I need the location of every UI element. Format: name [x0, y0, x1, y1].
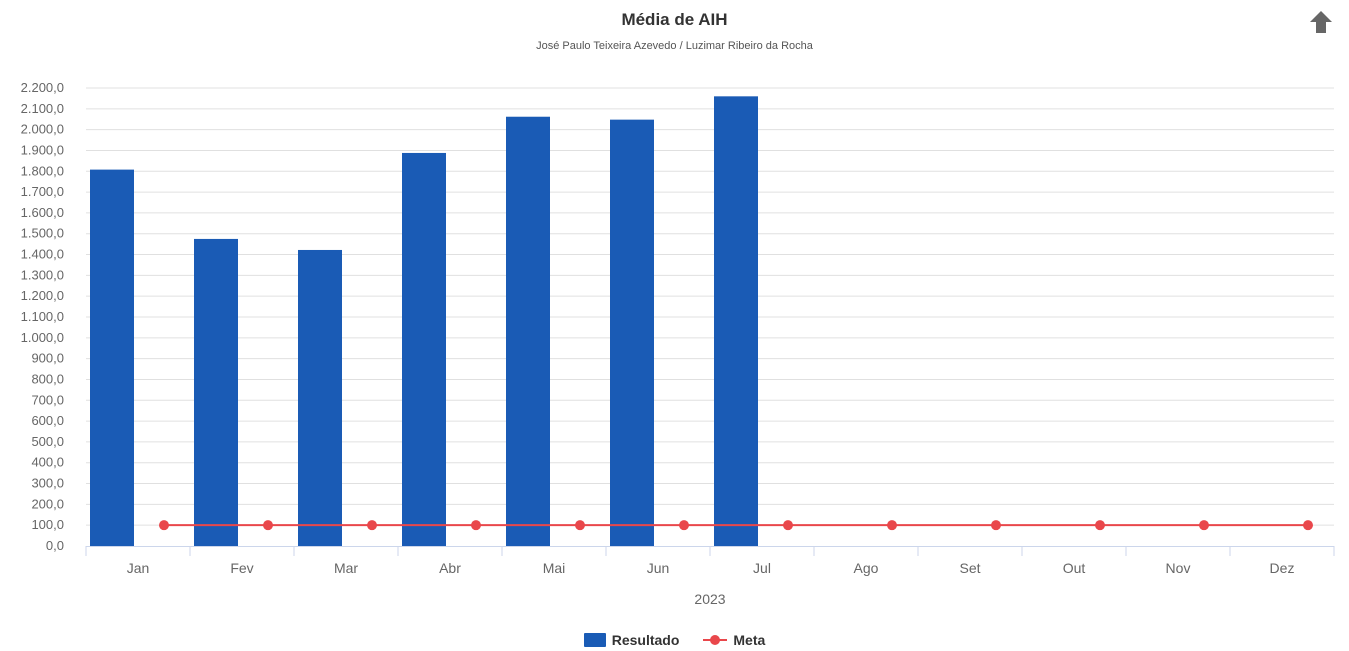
point-meta	[991, 520, 1001, 531]
y-tick-label: 400,0	[31, 455, 64, 470]
chart-area: 0,0 100,0 200,0 300,0 400,0 500,0 600,0 700,0 80…	[21, 80, 1335, 607]
chart-subtitle: José Paulo Teixeira Azevedo / Luzimar Ri…	[536, 40, 813, 52]
y-tick-label: 700,0	[31, 392, 64, 407]
bar-resultado	[402, 152, 446, 546]
y-tick-label: 1.400,0	[21, 247, 64, 262]
y-tick-label: 500,0	[31, 434, 64, 449]
y-tick-label: 1.900,0	[21, 142, 64, 157]
x-tick-label: Out	[1063, 560, 1086, 576]
y-tick-label: 200,0	[31, 496, 64, 511]
y-tick-label: 1.700,0	[21, 184, 64, 199]
y-tick-label: 1.200,0	[21, 288, 64, 303]
bar-resultado	[714, 96, 758, 546]
y-tick-label: 2.200,0	[21, 80, 64, 95]
legend-label-resultado: Resultado	[611, 632, 680, 648]
y-tick-label: 1.600,0	[21, 205, 64, 220]
y-tick-label: 1.800,0	[21, 163, 64, 178]
legend: Resultado Meta	[0, 632, 1349, 648]
point-meta	[1095, 520, 1105, 531]
y-tick-label: 1.000,0	[21, 330, 64, 345]
point-meta	[471, 520, 481, 531]
x-tick-label: Ago	[854, 560, 879, 576]
x-tick-label: Mai	[543, 560, 566, 576]
chart-title: Média de AIH	[621, 10, 728, 29]
legend-swatch-meta	[703, 633, 728, 647]
up-arrow-icon[interactable]	[1307, 8, 1335, 36]
y-tick-label: 0,0	[46, 538, 64, 553]
point-meta	[679, 520, 689, 531]
legend-item-meta[interactable]: Meta	[703, 632, 765, 648]
x-axis-title: 2023	[694, 591, 725, 607]
bar-resultado	[90, 169, 134, 546]
x-tick-label: Abr	[439, 560, 461, 576]
y-tick-label: 100,0	[31, 517, 64, 532]
point-meta	[367, 520, 377, 531]
x-tick-label: Jul	[753, 560, 771, 576]
y-tick-label: 2.100,0	[21, 101, 64, 116]
point-meta	[575, 520, 585, 531]
y-tick-label: 900,0	[31, 351, 64, 366]
y-tick-label: 1.300,0	[21, 267, 64, 282]
bar-resultado	[506, 116, 550, 546]
y-tick-label: 600,0	[31, 413, 64, 428]
x-tick-label: Dez	[1270, 560, 1295, 576]
y-tick-label: 2.000,0	[21, 122, 64, 137]
point-meta	[159, 520, 169, 531]
x-tick-label: Nov	[1166, 560, 1191, 576]
y-tick-label: 800,0	[31, 371, 64, 386]
legend-label-meta: Meta	[733, 632, 766, 648]
x-tick-label: Jun	[647, 560, 670, 576]
x-tick-label: Set	[959, 560, 980, 576]
point-meta	[263, 520, 273, 531]
point-meta	[783, 520, 793, 531]
x-tick-label: Fev	[230, 560, 253, 576]
y-tick-label: 1.100,0	[21, 309, 64, 324]
x-tick-label: Mar	[334, 560, 358, 576]
bar-resultado	[298, 249, 342, 546]
point-meta	[1199, 520, 1209, 531]
y-tick-label: 300,0	[31, 476, 64, 491]
y-tick-label: 1.500,0	[21, 226, 64, 241]
point-meta	[1303, 520, 1313, 531]
x-tick-label: Jan	[127, 560, 150, 576]
point-meta	[887, 520, 897, 531]
bar-resultado	[610, 119, 654, 546]
legend-item-resultado[interactable]: Resultado	[583, 632, 680, 648]
bar-resultado	[194, 238, 238, 546]
legend-swatch-resultado	[583, 633, 606, 647]
